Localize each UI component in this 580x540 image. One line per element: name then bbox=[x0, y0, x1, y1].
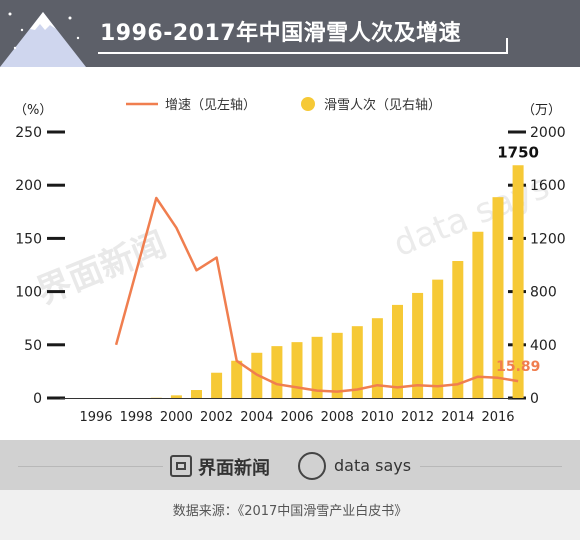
left-tick-mark bbox=[47, 396, 65, 400]
jiemian-logo-icon bbox=[170, 455, 192, 477]
bar-2015 bbox=[472, 231, 484, 398]
bar-2009 bbox=[351, 326, 363, 398]
right-tick-mark bbox=[508, 130, 526, 134]
legend-line-label: 增速（见左轴） bbox=[165, 98, 256, 113]
footer-divider-left bbox=[18, 466, 163, 467]
left-tick-mark bbox=[47, 130, 65, 134]
right-tick-label: 400 bbox=[530, 338, 557, 354]
title-underline bbox=[98, 52, 508, 54]
footer-divider-right bbox=[420, 466, 562, 467]
x-tick-label: 2010 bbox=[361, 410, 394, 425]
x-tick-label: 1998 bbox=[120, 410, 153, 425]
x-tick-label: 2008 bbox=[321, 410, 354, 425]
x-tick-label: 2000 bbox=[160, 410, 193, 425]
bar-2005 bbox=[271, 346, 283, 398]
title-underline-end bbox=[506, 38, 508, 54]
footer-bar bbox=[0, 440, 580, 490]
left-tick-label: 150 bbox=[15, 231, 42, 247]
last-bar-label: 1750 bbox=[497, 143, 539, 161]
right-tick-label: 2000 bbox=[530, 125, 566, 141]
left-tick-label: 50 bbox=[24, 338, 42, 354]
x-tick-label: 2012 bbox=[401, 410, 434, 425]
bar-2013 bbox=[432, 279, 444, 398]
header-bar bbox=[0, 0, 580, 67]
source-note: 数据来源：《2017中国滑雪产业白皮书》 bbox=[172, 504, 408, 519]
right-tick-label: 1600 bbox=[530, 178, 566, 194]
growth-line bbox=[114, 196, 519, 393]
chart: 250 200 150 100 50 0 2000 1600 1200 800 400 0 （%） （万）… bbox=[14, 97, 566, 425]
mountain-icon bbox=[0, 12, 86, 67]
brand-jiemian: 界面新闻 bbox=[198, 458, 270, 479]
x-tick-label: 2014 bbox=[441, 410, 474, 425]
x-tick-label: 2002 bbox=[200, 410, 233, 425]
legend-bar-label: 滑雪人次（见右轴） bbox=[324, 97, 441, 113]
left-tick-mark bbox=[47, 290, 65, 294]
x-tick-label: 2006 bbox=[280, 410, 313, 425]
bar-2000 bbox=[170, 395, 182, 398]
bar-2011 bbox=[392, 304, 403, 398]
x-tick-label: 1996 bbox=[79, 410, 112, 425]
bar-2012 bbox=[412, 292, 424, 398]
bar-2017 bbox=[512, 165, 524, 398]
bar-2007 bbox=[311, 336, 323, 398]
left-tick-mark bbox=[47, 183, 65, 187]
left-tick-mark bbox=[47, 236, 65, 240]
bar-2010 bbox=[371, 318, 383, 398]
bar-2006 bbox=[291, 342, 303, 398]
x-tick-label: 2016 bbox=[481, 410, 514, 425]
x-tick-label: 2004 bbox=[240, 410, 273, 425]
page-title: 1996-2017年中国滑雪人次及增速 bbox=[100, 21, 462, 46]
right-axis-unit: （万） bbox=[522, 103, 561, 118]
datasays-logo-icon bbox=[298, 452, 326, 480]
left-tick-label: 0 bbox=[33, 391, 42, 407]
right-tick-label: 1200 bbox=[530, 231, 566, 247]
bar-2001 bbox=[191, 390, 202, 398]
left-tick-label: 250 bbox=[15, 125, 42, 141]
legend-bar-swatch bbox=[301, 97, 315, 111]
left-tick-label: 100 bbox=[15, 285, 42, 301]
right-tick-label: 800 bbox=[530, 285, 557, 301]
left-tick-label: 200 bbox=[15, 178, 42, 194]
bar-2008 bbox=[331, 332, 343, 398]
left-axis-unit: （%） bbox=[14, 103, 52, 118]
bar-2016 bbox=[492, 197, 504, 398]
left-tick-mark bbox=[47, 343, 65, 347]
brand-datasays: data says bbox=[334, 456, 412, 475]
bar-2003 bbox=[231, 360, 243, 398]
last-line-label: 15.89 bbox=[496, 359, 540, 375]
right-tick-label: 0 bbox=[530, 391, 539, 407]
bar-2014 bbox=[452, 261, 464, 398]
bar-2002 bbox=[211, 372, 223, 398]
